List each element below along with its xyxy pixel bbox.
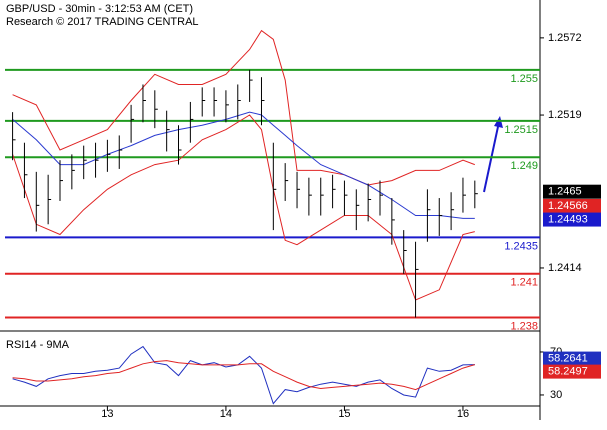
chart-title: GBP/USD - 30min - 3:12:53 AM (CET) <box>6 3 193 15</box>
level-label: 1.241 <box>510 277 538 289</box>
rsi-line <box>12 360 475 391</box>
marker-label: 1.24493 <box>548 213 588 225</box>
value-box <box>543 351 601 366</box>
rsi-title: RSI14 - 9MA <box>6 339 70 351</box>
y-tick-label: 1.2572 <box>548 32 582 44</box>
level-label: 1.238 <box>510 320 538 332</box>
x-tick-label: 13 <box>101 408 113 420</box>
marker-label: 1.24566 <box>548 200 588 212</box>
value-box <box>543 364 601 379</box>
chart-subtitle: Research © 2017 TRADING CENTRAL <box>6 16 199 28</box>
marker-label-box <box>543 212 601 227</box>
value-label: 58.2641 <box>548 352 588 364</box>
band-upper <box>12 29 475 186</box>
level-label: 1.249 <box>510 160 538 172</box>
y-tick-label: 1.2519 <box>548 109 582 121</box>
level-label: 1.2515 <box>504 124 538 136</box>
last-price-label: 1.2465 <box>548 186 582 198</box>
x-tick-label: 16 <box>457 408 469 420</box>
band-lower <box>12 114 475 301</box>
arrow-head <box>494 116 503 128</box>
x-tick-label: 14 <box>220 408 232 420</box>
x-tick-label: 15 <box>338 408 350 420</box>
value-label: 58.2497 <box>548 366 588 378</box>
level-label: 1.2435 <box>504 240 538 252</box>
level-label: 1.255 <box>510 73 538 85</box>
y-tick-label: 1.2414 <box>548 262 582 274</box>
last-price-label-box <box>543 184 601 199</box>
marker-label-box <box>543 198 601 213</box>
y-tick-label: 30 <box>550 389 562 401</box>
rsi-line <box>12 345 475 405</box>
